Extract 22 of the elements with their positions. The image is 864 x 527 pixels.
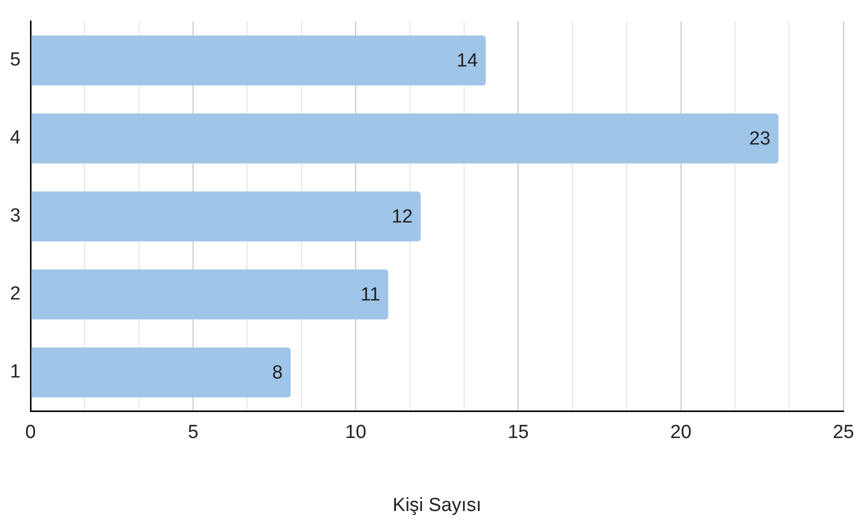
data-label: 14 [456,50,478,72]
y-tick-label: 1 [10,362,21,383]
bar [31,191,421,242]
y-tick-label: 5 [10,50,21,71]
x-tick-label: 0 [25,422,36,444]
x-tick-label: 5 [188,422,198,444]
bar [31,35,486,86]
y-tick-label: 3 [10,206,21,227]
data-label: 8 [272,362,283,384]
x-tick-label: 10 [345,422,366,444]
bar [31,269,388,320]
data-label: 12 [392,206,413,228]
bar [31,347,291,398]
bar [31,113,778,164]
y-tick-label: 4 [10,128,21,149]
data-label: 23 [749,128,770,150]
x-tick-label: 20 [670,422,692,444]
y-tick-label: 2 [10,284,21,305]
x-axis-title: Kişi Sayısı [392,494,482,516]
x-tick-label: 15 [508,422,529,444]
data-label: 11 [360,284,380,306]
x-tick-label: 25 [832,422,854,444]
